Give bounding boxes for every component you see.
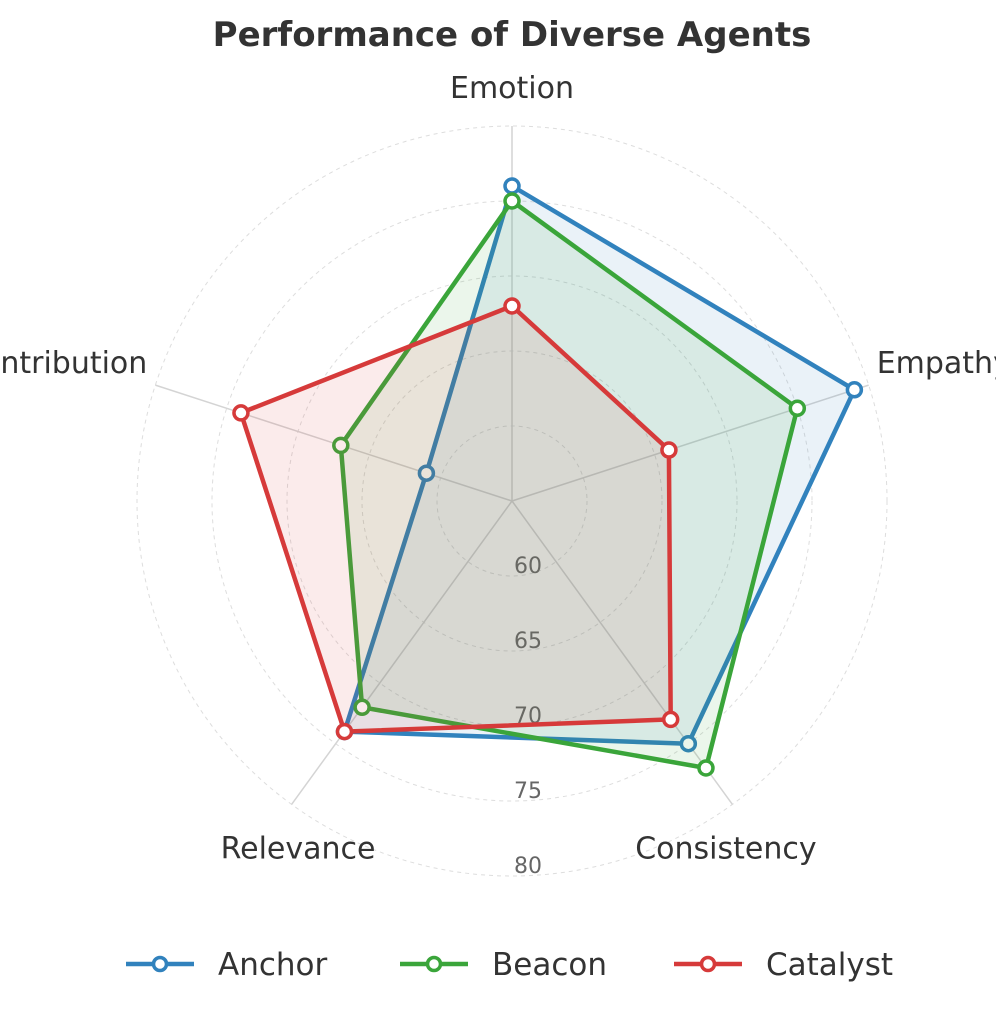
data-point-anchor-contribution: [417, 464, 436, 482]
legend-swatch-marker: [699, 955, 717, 973]
legend-item-catalyst: Catalyst: [674, 947, 893, 983]
r-tick-label: 80: [514, 854, 542, 879]
grid-circle-80: [136, 125, 888, 877]
spoke-relevance: [290, 500, 513, 805]
data-point-beacon-relevance: [353, 698, 371, 717]
r-tick-label: 60: [514, 554, 542, 579]
legend-swatch-marker: [151, 955, 169, 973]
series-line-anchor: [342, 183, 857, 746]
legend-item-anchor: Anchor: [126, 947, 328, 983]
spoke-empathy: [511, 384, 869, 502]
series-area-beacon: [340, 201, 798, 768]
legend-label: Anchor: [218, 947, 328, 983]
legend-label: Catalyst: [766, 947, 893, 983]
grid-circle-75: [211, 200, 813, 802]
axis-label-contribution: Contribution: [0, 346, 147, 381]
legend-item-beacon: Beacon: [400, 947, 607, 983]
legend: Anchor Beacon Catalyst: [126, 947, 893, 983]
data-point-catalyst-emotion: [503, 297, 521, 315]
axis-label-empathy: Empathy: [877, 346, 996, 381]
series-catalyst: [232, 297, 680, 741]
r-tick-label: 75: [514, 779, 542, 804]
data-point-beacon-empathy: [788, 399, 807, 418]
axis-label-relevance: Relevance: [221, 832, 376, 867]
data-point-anchor-consistency: [679, 734, 698, 753]
data-point-beacon-consistency: [697, 759, 715, 777]
legend-swatch-marker: [425, 955, 443, 973]
data-point-anchor-emotion: [503, 177, 521, 195]
series-layer: [232, 177, 864, 777]
axis-label-consistency: Consistency: [635, 832, 816, 867]
r-tick-label: 65: [514, 629, 542, 654]
axis-label-emotion: Emotion: [450, 71, 574, 106]
data-point-catalyst-empathy: [660, 441, 678, 459]
data-point-catalyst-relevance: [335, 722, 354, 741]
data-point-beacon-contribution: [332, 436, 350, 455]
spoke-consistency: [511, 500, 734, 805]
data-point-catalyst-consistency: [661, 710, 680, 729]
data-point-anchor-empathy: [845, 381, 864, 399]
series-area-catalyst: [240, 306, 671, 732]
series-line-beacon: [338, 198, 800, 771]
chart-title: Performance of Diverse Agents: [213, 15, 812, 55]
series-beacon: [332, 192, 807, 777]
axis-labels: Emotion Empathy Consistency Relevance Contri…: [0, 71, 996, 867]
series-line-catalyst: [238, 303, 673, 734]
data-point-catalyst-contribution: [232, 404, 250, 422]
data-point-beacon-emotion: [503, 192, 521, 210]
legend-label: Beacon: [492, 947, 607, 983]
